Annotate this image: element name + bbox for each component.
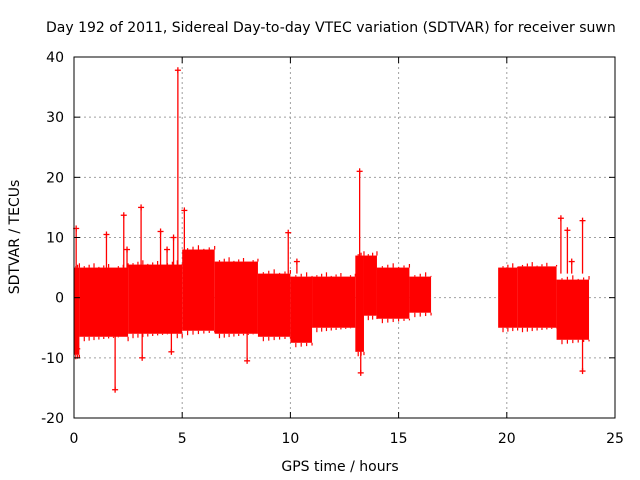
axis-ticks: 0 5 10 15 20 25 -20 -10 0 10 20 30 40 bbox=[41, 50, 624, 447]
x-tick-label: 20 bbox=[498, 431, 516, 447]
chart-title: Day 192 of 2011, Sidereal Day-to-day VTE… bbox=[46, 20, 616, 36]
data-band bbox=[517, 266, 557, 328]
data-band bbox=[182, 249, 215, 331]
x-tick-label: 25 bbox=[606, 431, 624, 447]
data-band bbox=[290, 276, 313, 343]
data-band bbox=[409, 276, 432, 313]
y-tick-label: -20 bbox=[41, 411, 64, 427]
data-band bbox=[355, 255, 364, 352]
data-band bbox=[312, 276, 356, 328]
x-tick-label: 0 bbox=[70, 431, 79, 447]
data-points bbox=[73, 67, 590, 393]
data-band bbox=[74, 267, 80, 355]
y-tick-label: 0 bbox=[55, 291, 64, 307]
data-band bbox=[376, 267, 410, 319]
data-band bbox=[498, 267, 518, 328]
data-band bbox=[79, 267, 129, 337]
y-tick-label: 20 bbox=[46, 170, 64, 186]
data-band bbox=[257, 273, 291, 337]
x-axis-label: GPS time / hours bbox=[281, 459, 398, 475]
x-tick-label: 5 bbox=[178, 431, 187, 447]
data-band bbox=[128, 264, 183, 334]
grid bbox=[74, 57, 615, 418]
y-axis-label: SDTVAR / TECUs bbox=[7, 180, 23, 295]
y-tick-label: 40 bbox=[46, 50, 64, 66]
x-tick-label: 10 bbox=[281, 431, 299, 447]
y-tick-label: -10 bbox=[41, 351, 64, 367]
data-band bbox=[363, 255, 377, 316]
y-tick-label: 10 bbox=[46, 231, 64, 247]
x-tick-label: 15 bbox=[390, 431, 408, 447]
data-band bbox=[556, 279, 590, 340]
data-band bbox=[214, 261, 258, 334]
y-tick-label: 30 bbox=[46, 110, 64, 126]
